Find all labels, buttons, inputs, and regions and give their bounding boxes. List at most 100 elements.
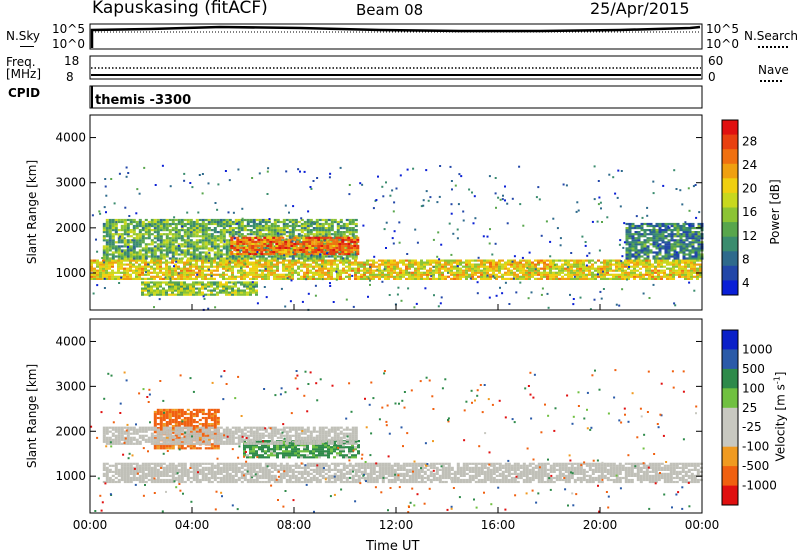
power-cell (261, 263, 264, 266)
power-cell (329, 285, 332, 287)
power-cell (658, 239, 662, 242)
velocity-cell (258, 480, 262, 484)
power-cell (168, 289, 171, 292)
power-cell (248, 238, 252, 241)
velocity-cell (279, 472, 283, 475)
power-cell (308, 236, 312, 239)
power-cell (245, 250, 249, 254)
power-cell (537, 186, 540, 189)
power-cell (495, 294, 498, 297)
velocity-cell (120, 476, 124, 480)
power-cell (631, 239, 635, 242)
power-cell (350, 238, 354, 241)
power-cell (183, 229, 187, 232)
power-cell (216, 249, 220, 252)
power-cell (474, 267, 477, 270)
velocity-cell (186, 470, 190, 473)
velocity-cell (141, 466, 145, 469)
power-cell (123, 243, 127, 246)
power-cell (177, 283, 180, 286)
velocity-cell (192, 478, 196, 482)
power-cell (254, 248, 258, 252)
power-cell (231, 265, 234, 268)
power-cell (549, 269, 552, 272)
power-cell (522, 224, 525, 227)
power-cell (93, 267, 96, 270)
power-cell (141, 239, 145, 242)
power-cell (294, 218, 298, 222)
power-cell (492, 273, 495, 276)
power-cell (180, 229, 184, 232)
power-cell (129, 257, 133, 260)
power-cell (183, 218, 187, 222)
power-cell (462, 265, 465, 268)
power-cell (399, 275, 402, 278)
power-cell (637, 239, 641, 242)
power-cell (183, 249, 187, 252)
power-cell (384, 265, 387, 268)
power-cell (513, 261, 516, 264)
velocity-cell (222, 464, 226, 467)
power-cell (649, 233, 653, 236)
power-cell (114, 271, 117, 274)
power-cell (168, 269, 171, 272)
velocity-cell (225, 476, 229, 480)
power-cell (465, 275, 468, 278)
power-cell (681, 267, 684, 270)
power-cell (691, 237, 695, 240)
power-cell (225, 247, 229, 250)
power-cell (240, 259, 243, 262)
power-cell (655, 251, 659, 254)
power-cell (367, 295, 369, 298)
power-cell (291, 218, 295, 222)
power-cell (593, 198, 596, 201)
power-cell (363, 275, 366, 278)
power-cell (219, 235, 223, 238)
power-cell (153, 289, 156, 292)
power-cell (640, 243, 644, 246)
power-cell (318, 229, 322, 232)
power-cell (639, 273, 642, 276)
power-cell (438, 258, 441, 261)
power-cell (228, 227, 232, 230)
power-cell (480, 259, 483, 262)
power-cell (213, 273, 216, 276)
power-cell (495, 263, 498, 266)
power-cell (333, 263, 336, 266)
power-cell (234, 227, 238, 230)
power-cell (582, 265, 585, 268)
power-cell (169, 185, 172, 188)
power-cell (342, 227, 346, 230)
power-cell (315, 255, 319, 258)
power-cell (660, 259, 663, 262)
power-cell (672, 261, 675, 264)
power-cell (411, 259, 414, 262)
power-cell (147, 291, 150, 294)
power-cell (519, 269, 522, 272)
power-cell (320, 236, 324, 239)
power-cell (602, 270, 604, 273)
power-cell (525, 261, 528, 264)
power-cell (351, 222, 355, 226)
power-cell (264, 233, 268, 236)
power-cell (195, 235, 199, 238)
power-cell (357, 263, 360, 266)
power-cell (330, 218, 334, 222)
power-cell (338, 240, 342, 243)
power-cell (171, 239, 175, 242)
power-cell (141, 265, 144, 268)
velocity-cell (288, 478, 292, 482)
power-cell (210, 233, 214, 236)
power-cell (471, 277, 474, 280)
power-cell (210, 261, 213, 264)
power-cell (222, 224, 226, 228)
power-cell (174, 229, 178, 232)
power-cell (477, 271, 480, 274)
power-cell (285, 273, 288, 276)
power-cell (332, 238, 336, 241)
power-cell (621, 271, 624, 274)
power-cell (450, 267, 453, 270)
power-cell (354, 263, 357, 266)
power-cell (387, 261, 390, 264)
power-cell (456, 265, 459, 268)
